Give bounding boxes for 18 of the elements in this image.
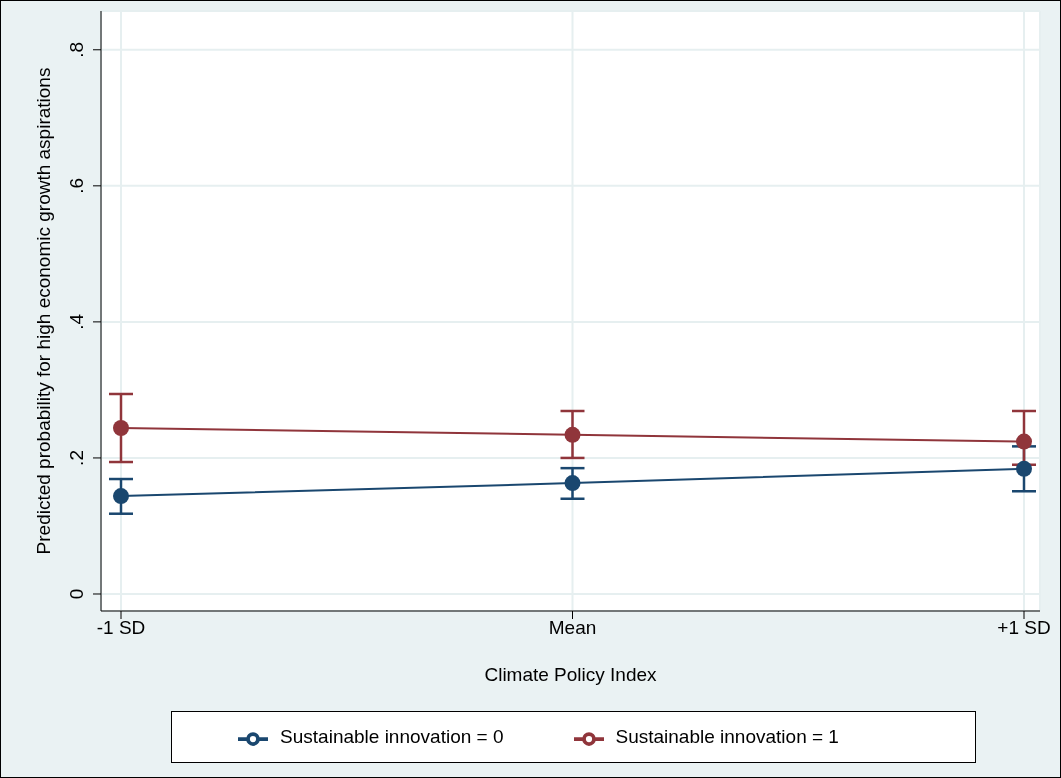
y-axis-title: Predicted probability for high economic growth aspirations (32, 67, 54, 555)
y-tick-label: .8 (66, 41, 87, 58)
point (113, 488, 129, 505)
y-tick-label: .2 (66, 450, 87, 466)
point (113, 420, 129, 437)
point (1016, 460, 1032, 477)
y-tick-label: .4 (66, 313, 87, 330)
y-tick-label: 0 (66, 588, 87, 600)
x-tick-label: -1 SD (96, 617, 146, 639)
point (564, 426, 581, 443)
x-tick-label: Mean (548, 617, 597, 639)
x-tick-label: +1 SD (997, 617, 1051, 639)
point (1016, 433, 1032, 450)
legend-label: Sustainable innovation = 1 (615, 726, 839, 748)
legend-label: Sustainable innovation = 0 (280, 726, 504, 748)
point (564, 475, 581, 492)
y-tick-label: .6 (66, 177, 87, 194)
x-axis-title: Climate Policy Index (484, 664, 658, 685)
